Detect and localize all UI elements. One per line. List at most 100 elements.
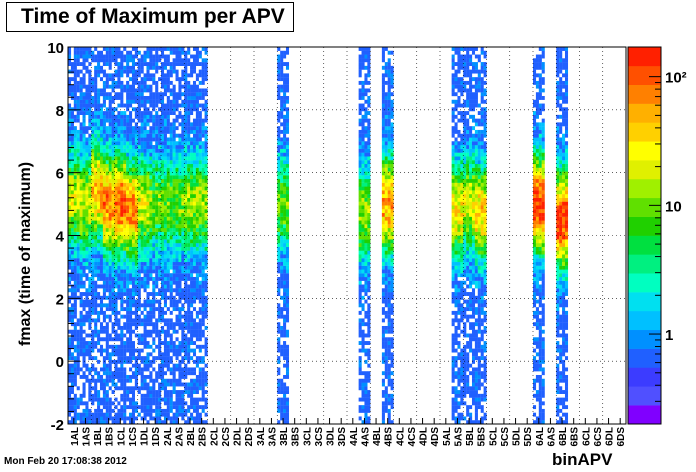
heatmap-cell — [178, 310, 182, 315]
heatmap-cell — [123, 344, 127, 349]
heatmap-cell — [280, 160, 284, 165]
heatmap-cell — [73, 280, 77, 285]
heatmap-cell — [175, 337, 179, 342]
heatmap-cell — [105, 408, 109, 413]
heatmap-cell — [285, 107, 290, 112]
heatmap-cell — [68, 62, 72, 66]
heatmap-cell — [108, 231, 112, 236]
heatmap-cell — [134, 194, 138, 198]
heatmap-cell — [108, 171, 112, 176]
heatmap-cell — [172, 148, 176, 153]
heatmap-cell — [198, 318, 202, 323]
heatmap-cell — [82, 175, 86, 180]
heatmap-cell — [143, 118, 147, 123]
heatmap-cell — [204, 73, 208, 78]
heatmap-cell — [201, 393, 205, 398]
heatmap-cell — [178, 235, 182, 240]
heatmap-cell — [70, 367, 74, 372]
heatmap-cell — [73, 273, 77, 278]
heatmap-cell — [169, 103, 173, 108]
heatmap-cell — [73, 292, 77, 296]
heatmap-cell — [187, 182, 191, 187]
heatmap-cell — [105, 276, 109, 281]
heatmap-cell — [111, 156, 115, 161]
heatmap-cell — [68, 197, 72, 202]
heatmap-cell — [114, 197, 118, 202]
heatmap-cell — [166, 209, 170, 214]
heatmap-cell — [105, 420, 109, 425]
heatmap-cell — [161, 382, 165, 387]
heatmap-cell — [137, 220, 141, 225]
heatmap-cell — [73, 314, 77, 319]
heatmap-cell — [187, 111, 191, 116]
heatmap-cell — [131, 299, 135, 304]
heatmap-cell — [384, 133, 388, 138]
heatmap-cell — [76, 50, 80, 55]
heatmap-cell — [111, 133, 115, 138]
heatmap-cell — [187, 152, 191, 157]
heatmap-cell — [155, 390, 159, 394]
heatmap-cell — [68, 420, 72, 425]
heatmap-cell — [184, 156, 188, 161]
heatmap-cell — [140, 374, 144, 379]
heatmap-cell — [169, 122, 173, 127]
heatmap-cell — [82, 258, 86, 263]
heatmap-cell — [283, 209, 287, 214]
heatmap-cell — [108, 197, 112, 202]
heatmap-cell — [114, 209, 118, 214]
heatmap-cell — [140, 359, 144, 364]
heatmap-cell — [175, 186, 179, 191]
heatmap-cell — [367, 54, 371, 59]
heatmap-cell — [155, 156, 159, 161]
heatmap-cell — [387, 141, 391, 146]
heatmap-cell — [82, 118, 86, 123]
heatmap-cell — [70, 163, 74, 168]
heatmap-cell — [181, 122, 185, 127]
heatmap-cell — [126, 129, 130, 134]
heatmap-cell — [140, 92, 144, 97]
heatmap-cell — [82, 163, 86, 168]
heatmap-cell — [184, 243, 188, 247]
heatmap-cell — [387, 197, 391, 202]
heatmap-cell — [155, 397, 159, 402]
heatmap-cell — [190, 231, 194, 236]
heatmap-cell — [102, 126, 106, 131]
heatmap-cell — [108, 212, 112, 217]
heatmap-cell — [387, 393, 391, 398]
heatmap-cell — [190, 337, 194, 342]
heatmap-cell — [364, 288, 368, 293]
heatmap-cell — [91, 133, 95, 138]
heatmap-cell — [361, 114, 365, 119]
heatmap-cell — [358, 239, 362, 244]
heatmap-cell — [131, 401, 135, 406]
heatmap-cell — [70, 212, 74, 217]
heatmap-cell — [184, 107, 188, 112]
heatmap-cell — [358, 254, 362, 259]
heatmap-cell — [184, 103, 188, 108]
heatmap-cell — [137, 216, 141, 221]
heatmap-cell — [88, 280, 92, 285]
heatmap-cell — [192, 182, 197, 187]
heatmap-cell — [143, 416, 147, 421]
heatmap-cell — [195, 390, 199, 394]
heatmap-cell — [146, 239, 150, 244]
heatmap-cell — [79, 341, 83, 345]
heatmap-cell — [166, 318, 170, 323]
heatmap-cell — [166, 182, 170, 187]
heatmap-cell — [201, 167, 205, 172]
heatmap-cell — [161, 318, 165, 323]
heatmap-cell — [146, 359, 150, 364]
heatmap-cell — [158, 397, 162, 402]
heatmap-cell — [111, 205, 115, 210]
heatmap-cell — [146, 152, 150, 157]
heatmap-cell — [149, 145, 153, 149]
heatmap-cell — [99, 378, 104, 383]
heatmap-cell — [152, 408, 156, 413]
heatmap-cell — [192, 216, 197, 221]
heatmap-cell — [161, 261, 165, 266]
heatmap-cell — [166, 178, 170, 183]
heatmap-cell — [91, 126, 95, 131]
heatmap-cell — [99, 348, 104, 353]
heatmap-cell — [129, 310, 133, 315]
heatmap-cell — [140, 258, 144, 263]
